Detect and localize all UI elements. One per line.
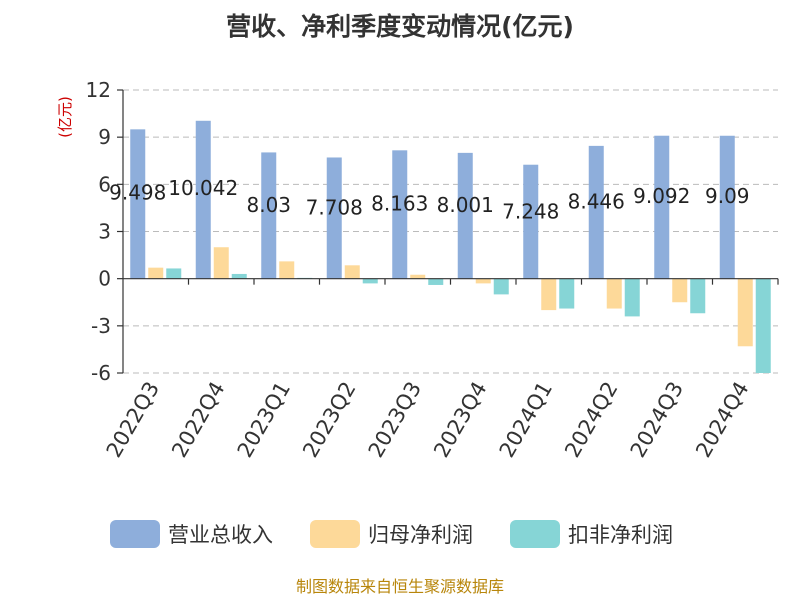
bar-net-profit	[737, 278, 753, 347]
x-tick-label: 2022Q4	[167, 378, 229, 462]
bar-deducted-net-profit	[624, 278, 640, 317]
x-tick-label: 2022Q3	[102, 378, 164, 462]
legend-label: 归母净利润	[368, 523, 473, 547]
bar-revenue	[523, 164, 539, 279]
bar-net-profit	[410, 274, 426, 279]
bar-revenue	[457, 152, 473, 279]
data-label: 9.092	[633, 184, 690, 208]
legend-swatch	[310, 520, 360, 548]
bar-deducted-net-profit	[755, 278, 771, 373]
bar-net-profit	[279, 261, 295, 279]
x-tick-label: 2024Q4	[691, 378, 753, 462]
bar-revenue	[326, 157, 342, 279]
bar-net-profit	[148, 267, 164, 279]
y-tick-label: 12	[86, 78, 111, 102]
y-tick-label: -6	[91, 361, 111, 385]
chart-title: 营收、净利季度变动情况(亿元)	[226, 12, 574, 41]
y-tick-label: 9	[98, 125, 111, 149]
bar-revenue	[195, 120, 211, 279]
bar-deducted-net-profit	[690, 278, 706, 314]
y-axis-unit: (亿元)	[56, 96, 74, 138]
data-label: 9.498	[109, 181, 166, 205]
legend-label: 扣非净利润	[568, 523, 673, 547]
bar-deducted-net-profit	[166, 268, 182, 279]
bar-deducted-net-profit	[559, 278, 575, 309]
bar-deducted-net-profit	[493, 278, 509, 295]
bar-net-profit	[344, 265, 360, 279]
data-label: 8.001	[437, 193, 494, 217]
data-labels: 9.498 10.042 8.03 7.708 8.163 8.001 7.248 8.446…	[109, 176, 749, 223]
data-label: 9.09	[705, 184, 750, 208]
grid-lines	[123, 89, 778, 374]
bar-deducted-net-profit	[231, 273, 247, 279]
data-label: 8.446	[568, 189, 625, 213]
y-tick-label: 3	[98, 220, 111, 244]
x-tick-label: 2024Q3	[626, 378, 688, 462]
legend-label: 营业总收入	[168, 523, 273, 547]
bars	[130, 120, 771, 373]
x-tick-label: 2024Q2	[560, 378, 622, 462]
bar-revenue	[588, 145, 604, 279]
bar-revenue	[392, 150, 408, 279]
x-tick-label: 2024Q1	[495, 378, 557, 462]
x-tick-label: 2023Q3	[364, 378, 426, 462]
y-tick-label: 0	[98, 267, 111, 291]
bar-revenue	[654, 135, 670, 279]
bar-net-profit	[213, 247, 229, 279]
bar-deducted-net-profit	[428, 278, 444, 285]
data-label: 7.708	[306, 195, 363, 219]
legend: 营业总收入 归母净利润 扣非净利润	[110, 520, 673, 548]
bar-revenue	[261, 152, 277, 279]
x-tick-label: 2023Q4	[429, 378, 491, 462]
data-label: 8.03	[246, 193, 291, 217]
x-tick-label: 2023Q2	[298, 378, 360, 462]
y-tick-label: -3	[91, 314, 111, 338]
y-tick-label: 6	[98, 172, 111, 196]
legend-swatch	[510, 520, 560, 548]
bar-net-profit	[672, 278, 688, 303]
data-label: 10.042	[168, 176, 238, 200]
bar-revenue	[130, 129, 146, 279]
data-label: 7.248	[502, 199, 559, 223]
source-note: 制图数据来自恒生聚源数据库	[296, 577, 504, 596]
bar-revenue	[719, 135, 735, 279]
bar-net-profit	[541, 278, 557, 311]
bar-deducted-net-profit	[362, 278, 378, 284]
bar-net-profit	[475, 278, 491, 284]
bar-net-profit	[606, 278, 622, 309]
x-tick-label: 2023Q1	[233, 378, 295, 462]
legend-swatch	[110, 520, 160, 548]
data-label: 8.163	[371, 192, 428, 216]
